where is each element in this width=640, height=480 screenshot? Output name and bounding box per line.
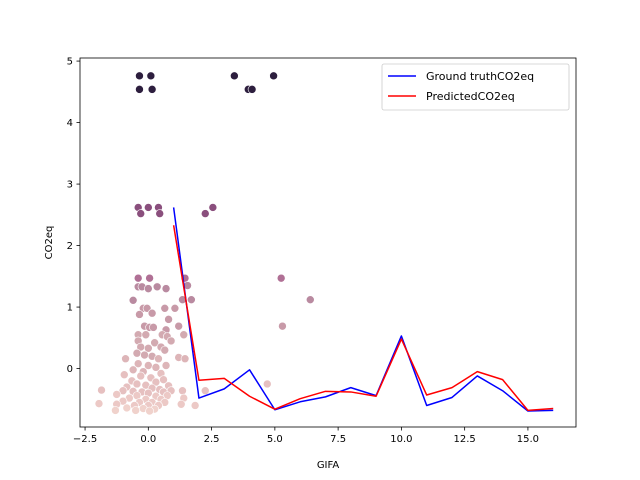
scatter-point bbox=[136, 371, 146, 381]
scatter-point bbox=[94, 399, 104, 408]
legend-box bbox=[381, 63, 570, 111]
scatter-point bbox=[164, 315, 173, 324]
scatter-point bbox=[166, 336, 176, 346]
x-tick-label: 15.0 bbox=[517, 434, 539, 445]
scatter-point bbox=[305, 295, 315, 304]
legend: Ground truthCO2eq PredictedCO2eq bbox=[381, 63, 570, 111]
scatter-point bbox=[200, 209, 210, 218]
y-tick-label: 1 bbox=[67, 303, 73, 314]
scatter-point bbox=[176, 399, 186, 409]
legend-label: Ground truthCO2eq bbox=[426, 70, 534, 83]
y-tick-label: 3 bbox=[67, 180, 73, 191]
scatter-point bbox=[147, 308, 157, 318]
y-tick-label: 2 bbox=[67, 241, 73, 252]
line-series-predicted bbox=[172, 225, 554, 412]
scatter-point bbox=[128, 296, 138, 305]
scatter-point bbox=[132, 348, 142, 358]
y-tick-label: 4 bbox=[67, 118, 73, 129]
scatter-point bbox=[174, 321, 183, 331]
scatter-point bbox=[151, 377, 161, 387]
scatter-point bbox=[160, 304, 170, 313]
scatter-point bbox=[170, 304, 180, 313]
x-tick-label: 12.5 bbox=[454, 434, 476, 445]
plot-frame bbox=[79, 57, 577, 428]
scatter-point bbox=[179, 330, 189, 340]
scatter-point bbox=[144, 203, 153, 212]
scatter-point bbox=[187, 295, 196, 304]
scatter-point bbox=[154, 354, 163, 364]
y-axis-label: CO2eq bbox=[44, 226, 55, 260]
x-tick-label: 10.0 bbox=[390, 434, 412, 445]
scatter-point bbox=[144, 284, 153, 293]
scatter-point bbox=[141, 330, 151, 340]
scatter-point bbox=[160, 345, 170, 355]
x-axis-label: GIFA bbox=[317, 460, 340, 471]
scatter-point bbox=[136, 209, 146, 218]
scatter-points bbox=[94, 71, 315, 416]
scatter-point bbox=[180, 354, 190, 364]
scatter-point bbox=[200, 386, 210, 396]
scatter-point bbox=[247, 85, 257, 94]
scatter-point bbox=[140, 350, 149, 360]
scatter-point bbox=[230, 71, 239, 81]
scatter-point bbox=[149, 323, 158, 332]
scatter-point bbox=[146, 71, 156, 81]
scatter-point bbox=[135, 310, 144, 319]
scatter-point bbox=[150, 338, 159, 348]
scatter-point bbox=[276, 273, 286, 283]
scatter-point bbox=[278, 321, 287, 331]
scatter-point bbox=[119, 370, 129, 380]
scatter-point bbox=[133, 273, 143, 283]
scatter-point bbox=[135, 85, 144, 94]
scatter-point bbox=[121, 354, 130, 364]
scatter-point bbox=[111, 406, 120, 415]
scatter-point bbox=[159, 375, 168, 384]
y-tick-label: 5 bbox=[67, 57, 73, 68]
x-tick-label: −2.5 bbox=[73, 434, 97, 445]
y-tick-label: 0 bbox=[67, 364, 73, 375]
scatter-point bbox=[97, 385, 106, 395]
scatter-point bbox=[112, 390, 121, 399]
scatter-point bbox=[133, 359, 143, 368]
scatter-point bbox=[190, 401, 200, 410]
scatter-point bbox=[208, 203, 218, 212]
scatter-point bbox=[132, 379, 142, 389]
scatter-point bbox=[178, 386, 187, 396]
axis-ticks: −2.5 0.0 2.5 5.0 7.5 10.0 12.5 15.0 0 1 2 3 4 5 bbox=[67, 57, 539, 445]
scatter-point bbox=[152, 282, 162, 292]
line-series-ground-truth bbox=[172, 207, 554, 412]
scatter-point bbox=[131, 406, 140, 415]
scatter-point bbox=[118, 386, 128, 396]
scatter-point bbox=[269, 71, 278, 81]
scatter-point bbox=[155, 209, 165, 218]
scatter-point bbox=[135, 71, 144, 81]
scatter-point bbox=[145, 273, 154, 283]
line-series bbox=[172, 207, 554, 412]
scatter-point bbox=[161, 284, 171, 293]
legend-label: PredictedCO2eq bbox=[426, 90, 515, 103]
scatter-point bbox=[128, 365, 138, 375]
scatter-point bbox=[262, 379, 272, 389]
scatter-point bbox=[145, 406, 154, 416]
scatter-point bbox=[122, 403, 132, 413]
x-tick-label: 0.0 bbox=[140, 434, 156, 445]
scatter-point bbox=[161, 361, 171, 370]
scatter-point bbox=[147, 85, 157, 94]
x-tick-label: 5.0 bbox=[267, 434, 283, 445]
x-tick-label: 7.5 bbox=[330, 434, 346, 445]
x-tick-label: 2.5 bbox=[204, 434, 220, 445]
scatter-point bbox=[151, 363, 161, 372]
scatter-point bbox=[144, 343, 153, 353]
